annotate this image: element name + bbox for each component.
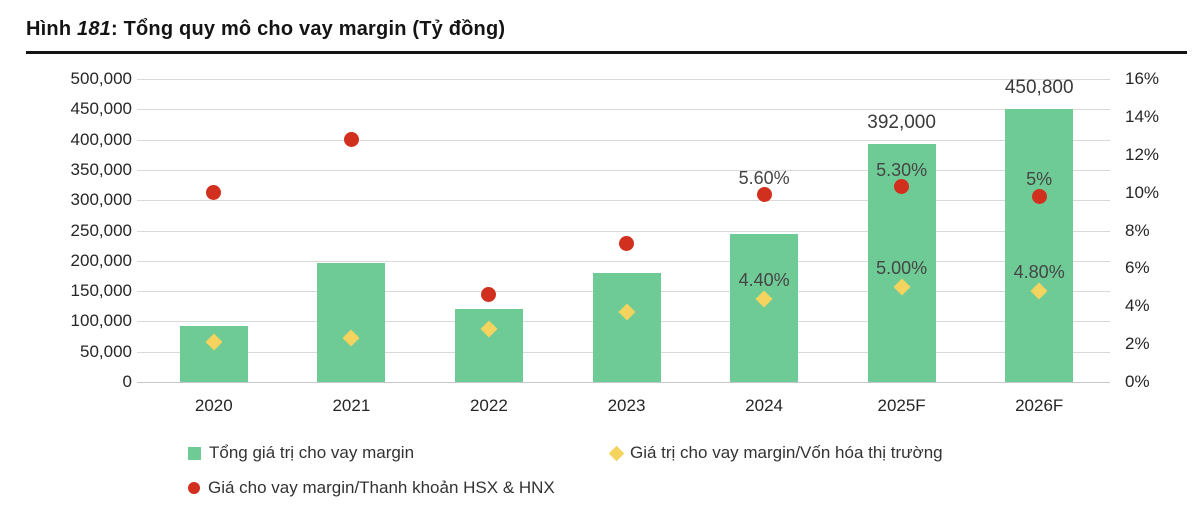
x-axis-label-2021: 2021 <box>332 396 371 415</box>
yellow-diamond-legend-icon <box>608 445 625 461</box>
right-axis-tick-label: 10% <box>1125 182 1160 202</box>
right-axis-tick-label: 6% <box>1125 258 1150 278</box>
gridline <box>137 382 1110 383</box>
legend-item-bar: Tổng giá trị cho vay margin <box>188 443 414 463</box>
dot-marker-2020 <box>206 185 222 201</box>
right-axis-tick-label: 8% <box>1125 220 1150 240</box>
right-axis-tick-label: 14% <box>1125 106 1160 126</box>
left-axis-tick-label: 300,000 <box>70 190 132 210</box>
dot-marker-2021 <box>343 132 359 148</box>
bar-2023 <box>592 272 661 382</box>
gridline <box>137 200 1110 202</box>
x-axis-label-2023: 2023 <box>607 396 646 415</box>
gridline <box>137 169 1110 171</box>
left-axis-tick-label: 100,000 <box>70 311 132 331</box>
dot-value-label-2024: 5.60% <box>738 167 790 188</box>
gridline <box>137 230 1110 232</box>
x-axis-label-2020: 2020 <box>194 396 233 415</box>
chart-title-prefix: Hình <box>26 18 77 40</box>
red-circle-legend-icon <box>188 482 200 494</box>
title-underline <box>26 51 1187 54</box>
right-axis-tick-label: 4% <box>1125 296 1150 316</box>
green-square-legend-icon <box>188 446 201 460</box>
left-axis-tick-label: 500,000 <box>70 69 132 88</box>
chart-figure-number: 181 <box>77 18 111 40</box>
x-axis-label-2024: 2024 <box>745 396 783 415</box>
dot-marker-2025F <box>894 179 910 195</box>
x-axis-label-2026F: 2026F <box>1015 396 1064 415</box>
gridline <box>137 260 1110 262</box>
legend-label-circle: Giá cho vay margin/Thanh khoản HSX & HNX <box>208 478 555 497</box>
left-axis-tick-label: 0 <box>122 372 132 391</box>
dot-marker-2024 <box>756 187 772 202</box>
right-axis-tick-label: 16% <box>1125 69 1160 88</box>
left-axis-tick-label: 450,000 <box>70 99 132 119</box>
bar-2026F <box>1005 108 1074 382</box>
diamond-value-label-2024: 4.40% <box>738 269 790 290</box>
bar-2021 <box>317 263 386 382</box>
chart-title: Hình 181: Tổng quy mô cho vay margin (Tỷ… <box>26 18 505 41</box>
left-axis-tick-label: 150,000 <box>70 281 132 301</box>
bar-value-label-2025F: 392,000 <box>867 112 936 134</box>
gridline <box>137 109 1110 111</box>
left-axis-tick-label: 200,000 <box>70 250 132 270</box>
legend-label-bar: Tổng giá trị cho vay margin <box>209 443 415 462</box>
x-axis-label-2025F: 2025F <box>877 396 926 415</box>
legend-item-diamond: Giá trị cho vay margin/Vốn hóa thị trườn… <box>608 443 943 463</box>
bar-value-label-2026F: 450,800 <box>1004 76 1074 98</box>
legend-label-diamond: Giá trị cho vay margin/Vốn hóa thị trườn… <box>630 443 943 462</box>
diamond-value-label-2025F: 5.00% <box>876 258 928 279</box>
gridline <box>137 139 1110 141</box>
gridline <box>137 79 1110 80</box>
legend-item-circle: Giá cho vay margin/Thanh khoản HSX & HNX <box>188 478 555 498</box>
left-axis-tick-label: 350,000 <box>70 159 132 179</box>
dot-value-label-2025F: 5.30% <box>876 159 928 180</box>
bar-2024 <box>730 233 799 382</box>
diamond-value-label-2026F: 4.80% <box>1013 262 1065 283</box>
right-axis-tick-label: 2% <box>1125 334 1150 354</box>
dot-value-label-2026F: 5% <box>1026 169 1053 190</box>
dot-marker-2022 <box>481 287 497 303</box>
left-axis-tick-label: 400,000 <box>70 129 132 149</box>
x-axis-label-2022: 2022 <box>469 396 508 415</box>
right-axis-tick-label: 0% <box>1125 372 1150 391</box>
left-axis-tick-label: 50,000 <box>80 341 132 361</box>
left-axis-tick-label: 250,000 <box>70 220 132 240</box>
dot-marker-2023 <box>619 236 634 252</box>
right-axis-tick-label: 12% <box>1125 144 1160 164</box>
dot-marker-2026F <box>1031 188 1047 204</box>
chart-title-text: : Tổng quy mô cho vay margin (Tỷ đồng) <box>110 18 506 40</box>
